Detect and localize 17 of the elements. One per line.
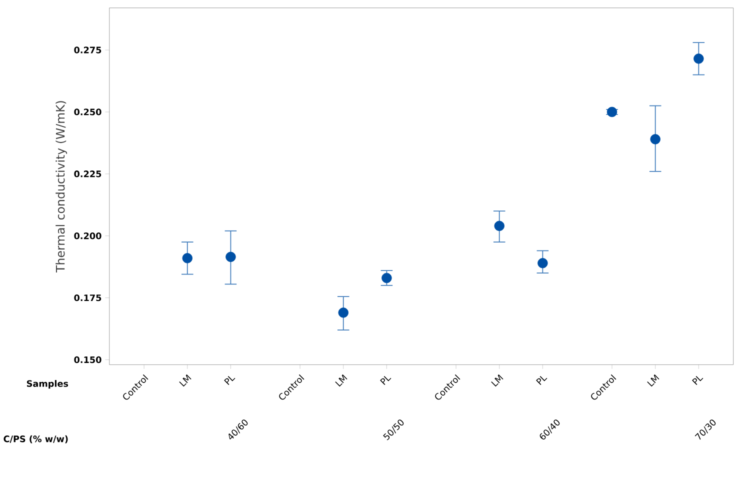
y-tick-label: 0.200 (74, 232, 102, 240)
y-tick-label: 0.175 (74, 294, 102, 302)
x-tick-label: PL (692, 376, 704, 386)
y-tick-label: 0.275 (74, 46, 102, 54)
x-tick-label: LM (647, 374, 660, 387)
y-tick-label: 0.250 (74, 108, 102, 116)
x-tick-label: PL (536, 376, 548, 386)
x-tick-label: LM (179, 374, 192, 387)
x-tick-label: PL (224, 376, 236, 386)
text: C/PS (% w/w) (4, 436, 68, 444)
x-tick-label: LM (491, 374, 504, 387)
y-tick-label: 0.225 (74, 170, 102, 178)
x-tick-label: PL (380, 376, 392, 386)
y-axis-title: Thermal conductivity (W/mK) (56, 101, 68, 273)
text: Samples (26, 380, 68, 389)
y-tick-label: 0.150 (74, 356, 102, 364)
x-tick-label: LM (335, 374, 348, 387)
